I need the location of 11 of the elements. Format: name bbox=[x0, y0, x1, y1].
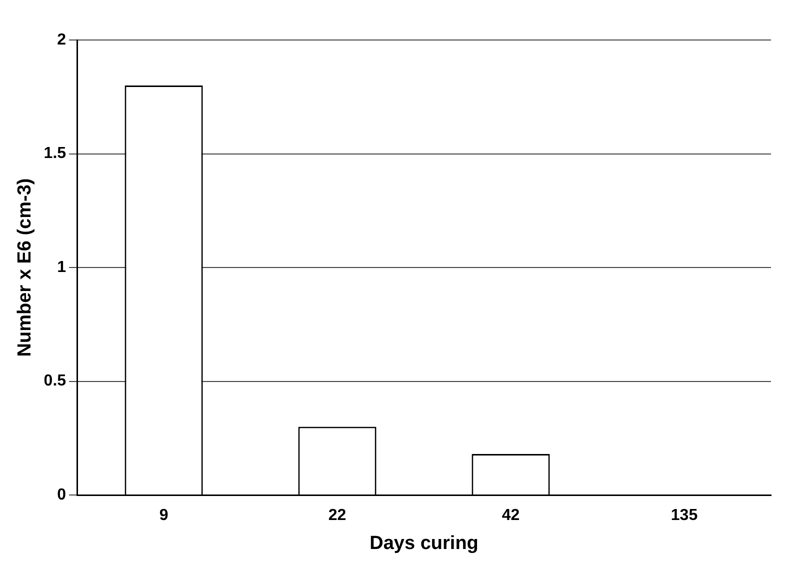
x-axis-title: Days curing bbox=[370, 532, 478, 554]
y-tick-label: 0.5 bbox=[44, 372, 66, 390]
x-tick-label: 9 bbox=[159, 507, 168, 524]
y-tick-label: 0 bbox=[57, 486, 66, 504]
x-tick-label: 135 bbox=[670, 507, 698, 524]
x-tick-label: 42 bbox=[502, 507, 520, 524]
y-axis-title: Number x E6 (cm-3) bbox=[14, 178, 36, 357]
y-tick-label: 2 bbox=[57, 31, 66, 48]
y-tick-label: 1 bbox=[57, 258, 66, 276]
x-tick-label: 22 bbox=[328, 507, 346, 524]
y-tick-label: 1.5 bbox=[44, 145, 66, 162]
